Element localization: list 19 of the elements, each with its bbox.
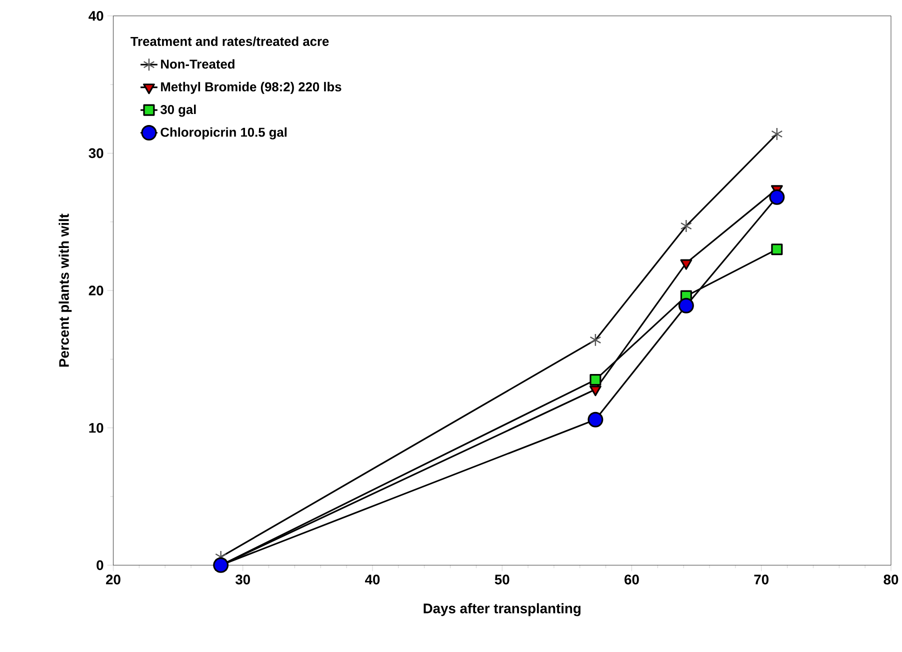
y-tick-label: 20 bbox=[88, 286, 104, 296]
x-tick-label: 70 bbox=[754, 574, 769, 585]
y-tick-label: 30 bbox=[88, 148, 104, 158]
x-tick-label: 80 bbox=[884, 574, 898, 585]
x-tick-label: 30 bbox=[235, 574, 250, 585]
legend-label: Non-Treated bbox=[161, 59, 234, 69]
legend-label: 30 gal bbox=[160, 104, 196, 117]
legend-label: Methyl Bromide (98:2) 220 lbs bbox=[161, 82, 342, 94]
x-tick-label: 20 bbox=[106, 574, 120, 585]
x-tick-label: 50 bbox=[494, 574, 510, 585]
x-axis-title: Days after transplanting bbox=[424, 603, 580, 616]
y-tick-label: 10 bbox=[89, 423, 104, 433]
x-tick-label: 60 bbox=[624, 574, 639, 585]
x-tick-label: 40 bbox=[365, 574, 380, 585]
y-axis-title: Percent plants with wilt bbox=[58, 214, 72, 367]
y-tick-label: 0 bbox=[96, 560, 104, 570]
legend-title: Treatment and rates/treated acre bbox=[130, 36, 329, 46]
y-tick-label: 40 bbox=[88, 11, 104, 21]
legend-label: Chloropicrin 10.5 gal bbox=[160, 128, 287, 140]
